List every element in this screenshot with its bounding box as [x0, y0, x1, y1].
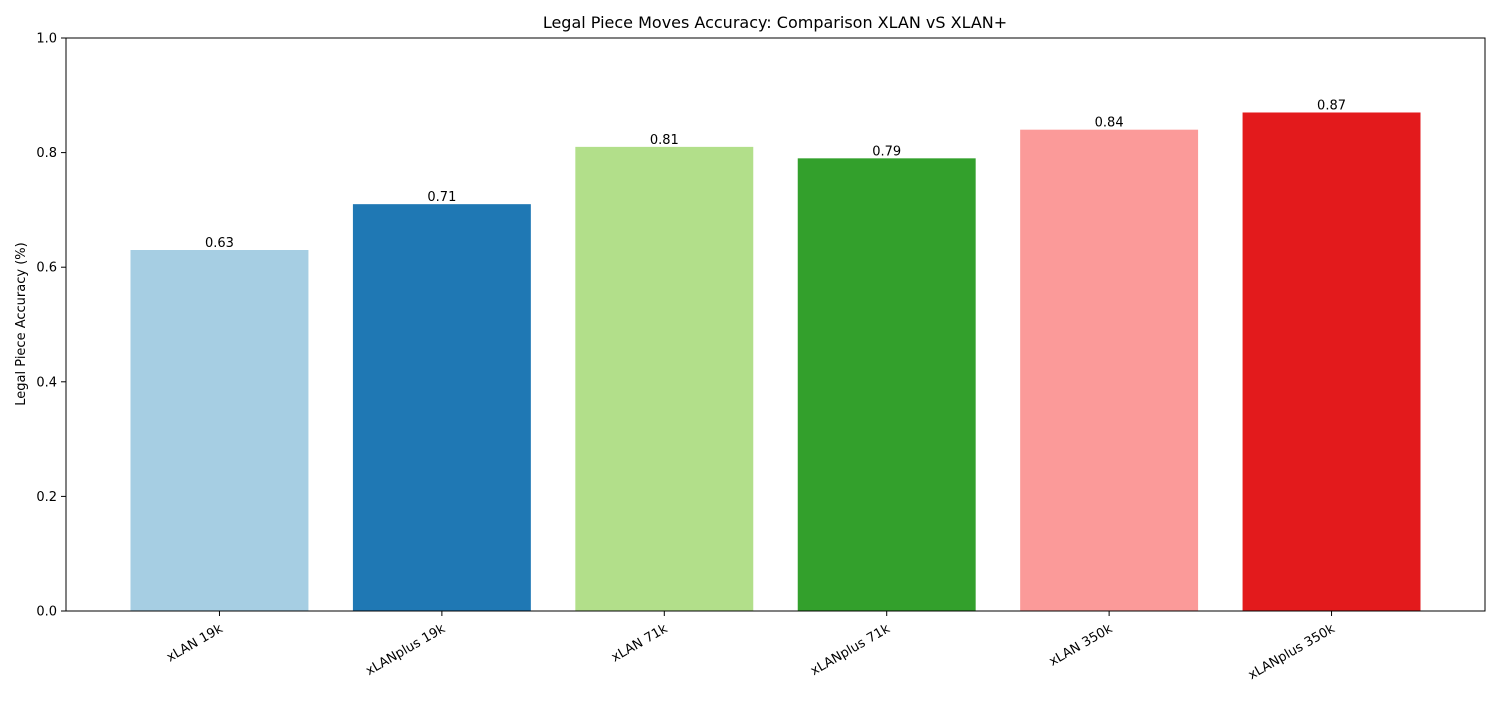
bar-value-label: 0.79	[872, 144, 901, 159]
y-tick-label: 0.0	[36, 605, 57, 620]
bar-xlan-19k	[130, 250, 309, 611]
y-axis-label: Legal Piece Accuracy (%)	[14, 242, 29, 405]
y-tick-label: 0.4	[36, 375, 57, 390]
y-tick-label: 0.6	[36, 261, 57, 276]
bar-value-label: 0.87	[1317, 98, 1346, 113]
bar-value-label: 0.81	[650, 133, 679, 148]
bar-value-label: 0.71	[427, 190, 456, 205]
y-tick-label: 0.8	[36, 146, 57, 161]
x-axis-ticks: xLAN 19k xLANplus 19k xLAN 71k xLANplus 71k…	[164, 611, 1338, 683]
x-tick-label: xLANplus 350k	[1246, 621, 1338, 683]
y-axis-ticks: 0.0 0.2 0.4 0.6 0.8 1.0	[36, 32, 66, 620]
bar-xlanplus-71k	[797, 158, 976, 611]
bar-xlan-350k	[1020, 129, 1199, 611]
bar-xlanplus-350k	[1242, 112, 1421, 612]
x-tick-label: xLAN 19k	[164, 621, 226, 665]
bar-value-labels: 0.63 0.71 0.81 0.79 0.84 0.87	[205, 98, 1346, 251]
bar-value-label: 0.63	[205, 236, 234, 251]
chart-title: Legal Piece Moves Accuracy: Comparison X…	[543, 13, 1007, 32]
x-tick-label: xLANplus 71k	[808, 621, 893, 679]
y-tick-label: 0.2	[36, 490, 57, 505]
x-tick-label: xLANplus 19k	[363, 621, 448, 679]
x-tick-label: xLAN 71k	[609, 621, 671, 665]
bar-value-label: 0.84	[1095, 116, 1124, 131]
y-tick-label: 1.0	[36, 32, 57, 47]
bars-layer	[130, 112, 1421, 612]
plot-frame	[65, 37, 1486, 612]
x-tick-label: xLAN 350k	[1047, 621, 1116, 669]
bar-xlan-71k	[575, 146, 754, 611]
bar-xlanplus-19k	[352, 204, 531, 612]
